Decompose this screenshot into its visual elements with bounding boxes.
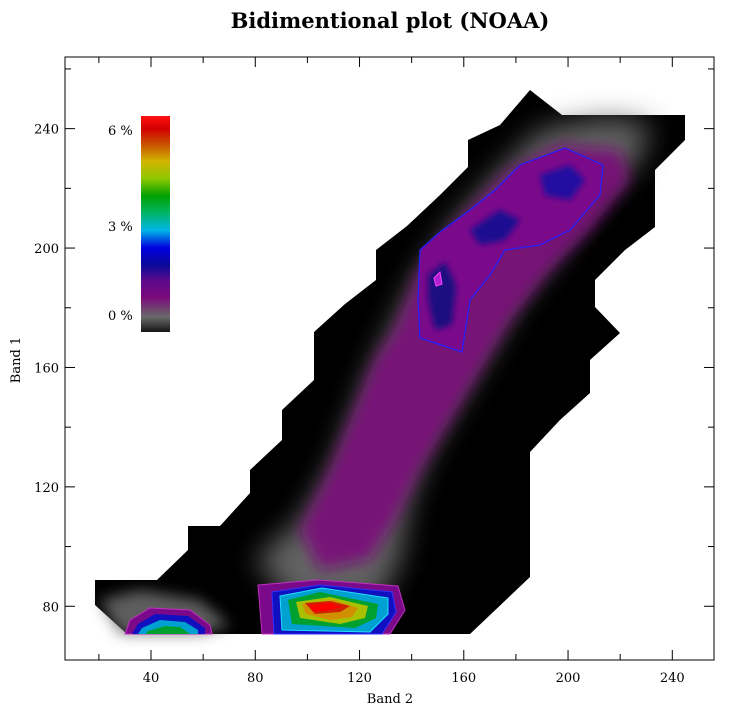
colorbar: 6 % 3 % 0 % [108, 116, 170, 332]
colorbar-label-6: 6 % [108, 124, 133, 139]
y-tick-label: 80 [42, 600, 59, 615]
colorbar-label-3: 3 % [108, 220, 133, 235]
y-tick-label: 160 [34, 361, 59, 376]
contour-peak-small [433, 270, 443, 287]
x-axis-label: Band 2 [367, 692, 413, 707]
x-tick-label: 120 [347, 671, 372, 686]
contour-upper [417, 147, 604, 353]
dense-blue-3 [540, 165, 585, 200]
axes-ticks: 40 80 120 160 200 240 80 120 160 200 240 [34, 57, 714, 686]
heatmap-field [95, 90, 685, 635]
x-tick-label: 80 [247, 671, 264, 686]
plot-frame [64, 56, 715, 661]
y-tick-label: 120 [34, 481, 59, 496]
chart-title: Bidimentional plot (NOAA) [231, 8, 550, 33]
x-tick-label: 40 [143, 671, 160, 686]
y-tick-label: 240 [34, 123, 59, 138]
y-tick-label: 200 [34, 242, 59, 257]
x-tick-label: 240 [660, 671, 685, 686]
colorbar-label-0: 0 % [108, 309, 133, 324]
hotspot-lower-center [257, 579, 406, 635]
x-tick-label: 200 [556, 671, 581, 686]
y-axis-label: Band 1 [9, 337, 24, 383]
density-ridge [300, 145, 630, 570]
hotspot-lower-left [124, 607, 213, 635]
x-tick-label: 160 [451, 671, 476, 686]
colorbar-gradient [141, 116, 170, 332]
dense-blue-2 [470, 210, 520, 245]
